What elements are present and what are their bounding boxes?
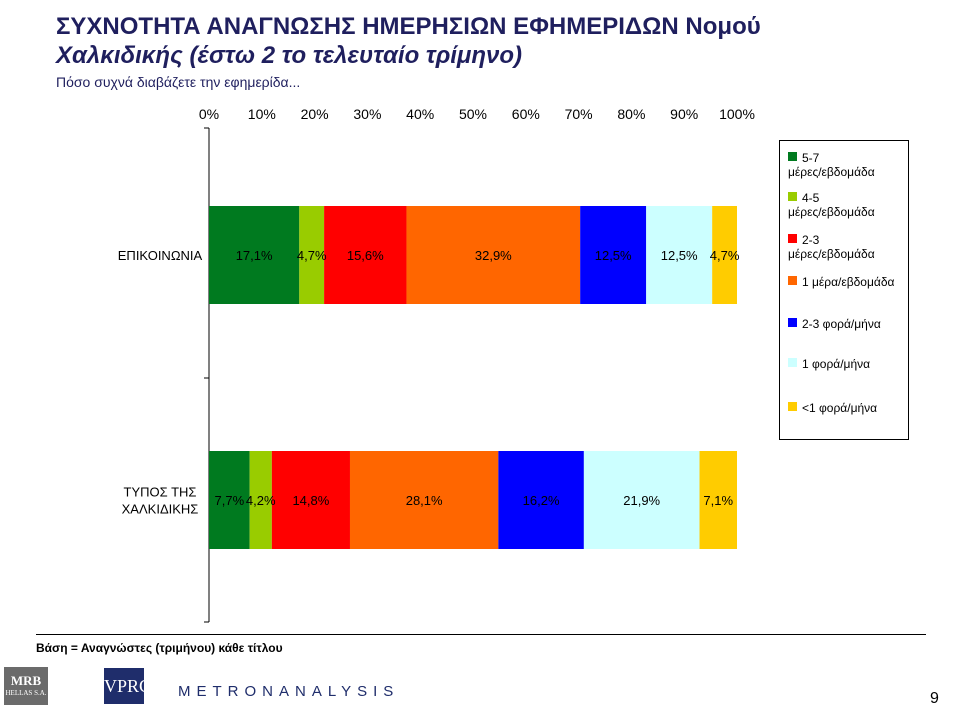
mrb-logo: MRB HELLAS S.A.: [4, 667, 48, 705]
bar-segment: [324, 206, 407, 304]
x-tick-label: 100%: [719, 106, 755, 122]
chart-title: ΣΥΧΝΟΤΗΤΑ ΑΝΑΓΝΩΣΗΣ ΗΜΕΡΗΣΙΩΝ ΕΦΗΜΕΡΙΔΩΝ…: [56, 12, 936, 70]
bar-segment: [580, 206, 647, 304]
legend-label: <1 φορά/μήνα: [802, 401, 878, 415]
x-tick-label: 60%: [512, 106, 540, 122]
data-label: 16,2%: [523, 493, 560, 508]
legend-item: <1 φορά/μήνα: [788, 401, 877, 415]
legend-swatch: [788, 234, 797, 243]
legend-label: 4-5 μέρες/εβδομάδα: [788, 191, 875, 219]
category-label: ΧΑΛΚΙΔΙΚΗΣ: [122, 502, 199, 517]
x-tick-label: 90%: [670, 106, 698, 122]
bar-segment: [299, 206, 325, 304]
data-label: 7,7%: [215, 493, 245, 508]
title-line-1: ΣΥΧΝΟΤΗΤΑ ΑΝΑΓΝΩΣΗΣ ΗΜΕΡΗΣΙΩΝ ΕΦΗΜΕΡΙΔΩΝ…: [56, 13, 761, 40]
bar-segment: [699, 451, 737, 549]
legend-swatch: [788, 358, 797, 367]
legend-item: 1 φορά/μήνα: [788, 357, 870, 371]
bar-segment: [712, 206, 737, 304]
legend-item: 2-3 φορά/μήνα: [788, 317, 881, 331]
data-label: 7,1%: [703, 493, 733, 508]
data-label: 21,9%: [623, 493, 660, 508]
x-tick-label: 40%: [406, 106, 434, 122]
category-label: ΕΠΙΚΟΙΝΩΝΙΑ: [118, 248, 203, 263]
data-label: 28,1%: [406, 493, 443, 508]
chart-subtitle: Πόσο συχνά διαβάζετε την εφημερίδα...: [56, 74, 301, 90]
x-tick-label: 20%: [301, 106, 329, 122]
chart-legend: 5-7 μέρες/εβδομάδα 4-5 μέρες/εβδομάδα 2-3 μέρ…: [779, 140, 909, 440]
x-tick-label: 70%: [565, 106, 593, 122]
x-tick-label: 0%: [199, 106, 219, 122]
metron-analysis-logo: METRONANALYSIS: [178, 683, 400, 700]
legend-label: 2-3 φορά/μήνα: [802, 317, 881, 331]
data-label: 15,6%: [347, 248, 384, 263]
bar-segment: [406, 206, 581, 304]
x-tick-label: 50%: [459, 106, 487, 122]
data-label: 4,2%: [246, 493, 276, 508]
page-number: 9: [930, 690, 939, 707]
bar-segment: [209, 206, 300, 304]
bar-segment: [349, 451, 499, 549]
mrb-logo-subtext: HELLAS S.A.: [5, 689, 47, 697]
data-label: 12,5%: [661, 248, 698, 263]
legend-label: 5-7 μέρες/εβδομάδα: [788, 151, 875, 179]
legend-item: 2-3 μέρες/εβδομάδα: [788, 233, 875, 261]
legend-label: 1 φορά/μήνα: [802, 357, 871, 371]
legend-swatch: [788, 402, 797, 411]
bar-segment: [249, 451, 272, 549]
vprc-logo: VPRC: [104, 668, 151, 704]
title-line-2: Χαλκιδικής (έστω 2 το τελευταίο τρίμηνο): [56, 42, 523, 69]
legend-label: 2-3 μέρες/εβδομάδα: [788, 233, 875, 261]
legend-swatch: [788, 318, 797, 327]
legend-swatch: [788, 276, 797, 285]
legend-item: 4-5 μέρες/εβδομάδα: [788, 191, 875, 219]
data-label: 32,9%: [475, 248, 512, 263]
legend-item: 5-7 μέρες/εβδομάδα: [788, 151, 875, 179]
data-label: 4,7%: [297, 248, 327, 263]
bar-segment: [498, 451, 584, 549]
bar-segment: [209, 451, 250, 549]
data-label: 12,5%: [595, 248, 632, 263]
x-tick-label: 80%: [617, 106, 645, 122]
footer-divider: [36, 634, 926, 635]
bar-segment: [271, 451, 350, 549]
data-label: 14,8%: [292, 493, 329, 508]
category-label: ΤΥΠΟΣ ΤΗΣ: [124, 485, 197, 500]
mrb-logo-text: MRB: [10, 673, 42, 688]
data-label: 17,1%: [236, 248, 273, 263]
base-note: Βάση = Αναγνώστες (τριμήνου) κάθε τίτλου: [36, 641, 283, 655]
legend-label: 1 μέρα/εβδομάδα: [802, 275, 895, 289]
legend-swatch: [788, 192, 797, 201]
data-label: 4,7%: [710, 248, 740, 263]
bar-segment: [583, 451, 700, 549]
x-tick-label: 10%: [248, 106, 276, 122]
legend-swatch: [788, 152, 797, 161]
x-tick-label: 30%: [353, 106, 381, 122]
bar-segment: [646, 206, 713, 304]
legend-item: 1 μέρα/εβδομάδα: [788, 275, 894, 289]
